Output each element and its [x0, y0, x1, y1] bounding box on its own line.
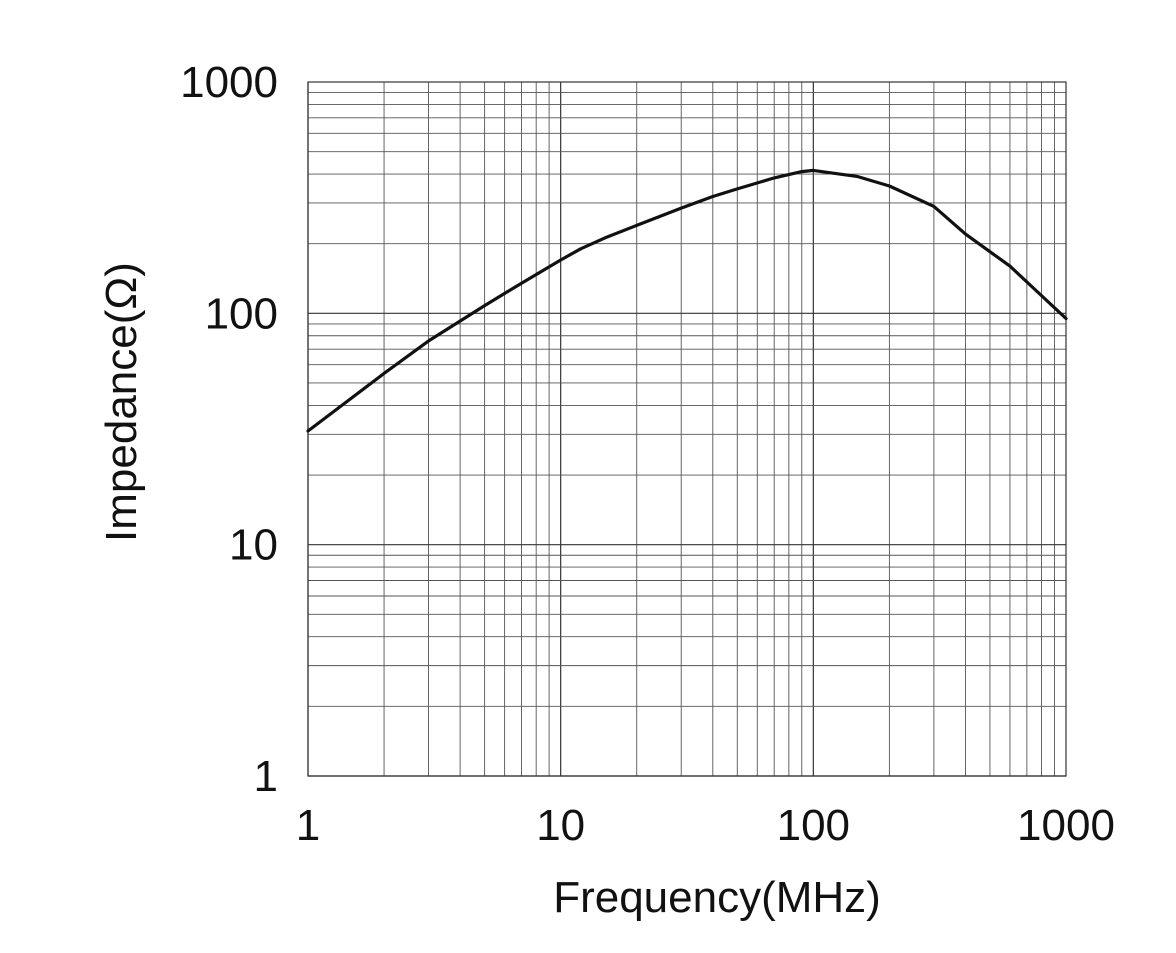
x-tick-label: 100: [777, 801, 850, 850]
y-tick-label: 1: [254, 752, 278, 801]
y-axis-title: Impedance(Ω): [97, 262, 146, 542]
x-tick-label: 1: [296, 801, 320, 850]
y-tick-label: 100: [205, 289, 278, 338]
x-axis-tick-labels: 1 10 100 1000: [296, 801, 1115, 850]
plot-area-frame: [307, 81, 1067, 777]
grid: [307, 82, 1066, 777]
y-tick-label: 1000: [180, 58, 278, 107]
impedance-curve: [306, 168, 1068, 433]
y-axis-tick-labels: 1 10 100 1000: [180, 58, 278, 801]
x-tick-label: 10: [536, 801, 585, 850]
series-layer: [306, 168, 1068, 433]
y-tick-label: 10: [229, 521, 278, 570]
x-axis-title: Frequency(MHz): [553, 873, 881, 922]
x-tick-label: 1000: [1017, 801, 1115, 850]
